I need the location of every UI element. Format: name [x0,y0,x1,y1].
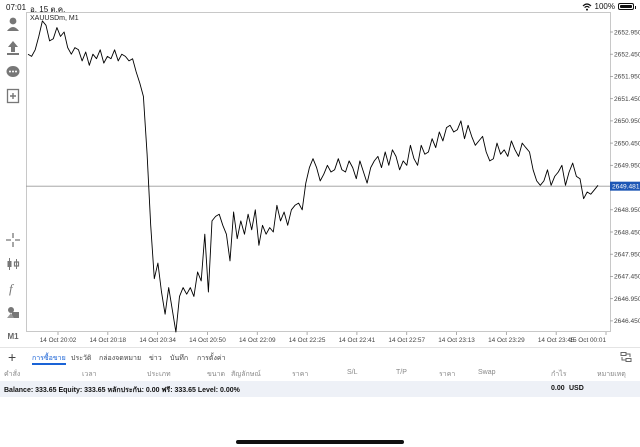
column-header: Swap [478,369,496,376]
column-header: ขนาด [207,371,226,378]
svg-text:f: f [9,281,15,296]
tab-mailbox[interactable]: กล่องจดหมาย [99,355,142,362]
x-tick-label: 14 Oct 23:45 [538,337,575,344]
tab-trade[interactable]: การซื้อขาย [32,355,66,362]
battery-icon [618,3,636,10]
current-price-tag [610,181,640,191]
x-tick-label: 14 Oct 23:29 [488,337,525,344]
column-header: ประเภท [147,371,171,378]
tab-journal[interactable]: บันทึก [170,355,189,362]
battery-percent: 100% [594,2,615,11]
status-time: 07:01 [6,3,27,12]
x-tick-label: 14 Oct 20:34 [139,337,176,344]
y-tick-label: 2652.950 [614,29,640,36]
y-tick-label: 2650.450 [614,140,640,147]
chart-type-icon[interactable] [5,256,21,272]
status-bar: 07:01 อ. 15 ต.ค. 100% [0,0,640,14]
chart-canvas[interactable]: 2652.950 2652.450 2651.950 2651.450 2650.950… [26,12,640,344]
y-tick-label: 2649.950 [614,163,640,170]
y-tick-label: 2650.950 [614,118,640,125]
positions-table-header: คำสั่ง เวลา ประเภท ขนาด สัญลักษณ์ ราคา S… [0,366,640,380]
column-header: สัญลักษณ์ [231,371,261,378]
x-tick-label: 14 Oct 22:57 [388,337,425,344]
chat-icon[interactable] [5,64,21,80]
status-date: อ. 15 ต.ค. [30,5,66,14]
crosshair-icon[interactable] [5,232,21,248]
indicator-icon[interactable]: f [5,280,21,296]
x-tick-label: 14 Oct 20:18 [90,337,127,344]
x-tick-label: 14 Oct 23:13 [438,337,475,344]
y-tick-label: 2647.450 [614,274,640,281]
chart-symbol-label: XAUUSDm, M1 [30,15,79,22]
column-header: หมายเหตุ [597,371,626,378]
timeframe-button[interactable]: M1 [7,331,19,341]
y-axis: 2652.950 2652.450 2651.950 2651.450 2650.950… [610,29,640,325]
column-header: เวลา [82,371,97,378]
price-series-line [27,20,599,333]
column-header: S/L [347,369,358,376]
status-right: 100% [582,2,636,11]
home-indicator [236,440,404,444]
profit-total: 0.00 [551,385,565,392]
price-series [27,20,599,333]
x-tick-label: 15 Oct 00:01 [569,337,606,344]
column-header: ราคา [292,371,309,378]
y-tick-label: 2647.950 [614,252,640,259]
left-toolbar: f M1 [0,14,26,344]
tab-news[interactable]: ข่าว [149,355,162,362]
trade-icon[interactable] [5,40,21,56]
tab-settings[interactable]: การตั้งค่า [197,355,226,362]
x-tick-label: 14 Oct 22:25 [289,337,326,344]
y-tick-label: 2648.450 [614,229,640,236]
balance-summary-row: Balance: 333.65 Equity: 333.65 หลักประกั… [0,381,640,397]
price-chart[interactable]: 2652.950 2652.450 2651.950 2651.450 2650.950… [26,12,640,344]
x-axis: 14 Oct 20:02 14 Oct 20:18 14 Oct 20:34 14 O… [40,332,606,344]
column-header: T/P [396,369,407,376]
column-header: ราคา [439,371,456,378]
new-order-icon[interactable] [5,88,21,104]
sort-icon[interactable] [620,351,632,363]
x-tick-label: 14 Oct 20:50 [189,337,226,344]
y-tick-label: 2646.950 [614,296,640,303]
y-tick-label: 2646.450 [614,318,640,325]
x-tick-label: 14 Oct 20:02 [40,337,77,344]
column-header: กำไร [551,371,567,378]
chart-plot-frame [26,12,611,332]
active-tab-indicator [32,363,66,365]
column-header: คำสั่ง [4,371,21,378]
y-tick-label: 2652.450 [614,52,640,59]
y-tick-label: 2648.950 [614,207,640,214]
y-tick-label: 2651.950 [614,74,640,81]
add-button[interactable]: + [8,349,17,365]
wifi-icon [582,2,591,11]
account-icon[interactable] [5,16,21,32]
tab-history[interactable]: ประวัติ [71,355,92,362]
objects-icon[interactable] [5,304,21,320]
x-tick-label: 14 Oct 22:09 [239,337,276,344]
y-tick-label: 2651.450 [614,96,640,103]
balance-summary: Balance: 333.65 Equity: 333.65 หลักประกั… [4,387,240,394]
x-tick-label: 14 Oct 22:41 [339,337,376,344]
account-currency: USD [569,385,584,392]
terminal-tabs-bar: + การซื้อขาย ประวัติ กล่องจดหมาย ข่าว บั… [0,347,640,366]
current-price-label: 2649.481 [612,183,640,190]
